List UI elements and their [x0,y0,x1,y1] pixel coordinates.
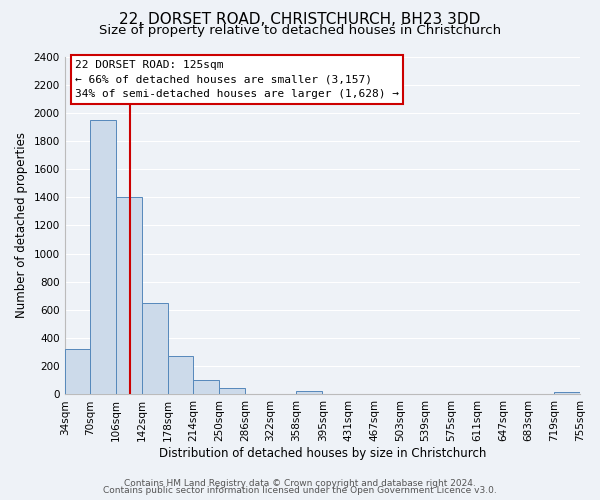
Text: 22, DORSET ROAD, CHRISTCHURCH, BH23 3DD: 22, DORSET ROAD, CHRISTCHURCH, BH23 3DD [119,12,481,28]
Bar [219,388,245,394]
Bar [142,303,167,394]
Text: Contains public sector information licensed under the Open Government Licence v3: Contains public sector information licen… [103,486,497,495]
Bar [167,356,193,395]
Text: Size of property relative to detached houses in Christchurch: Size of property relative to detached ho… [99,24,501,37]
Text: Contains HM Land Registry data © Crown copyright and database right 2024.: Contains HM Land Registry data © Crown c… [124,478,476,488]
Bar [193,380,219,394]
Bar [296,390,322,394]
Y-axis label: Number of detached properties: Number of detached properties [15,132,28,318]
Text: 22 DORSET ROAD: 125sqm
← 66% of detached houses are smaller (3,157)
34% of semi-: 22 DORSET ROAD: 125sqm ← 66% of detached… [75,60,399,100]
Bar [116,198,142,394]
Bar [554,392,580,394]
Bar [65,348,91,395]
X-axis label: Distribution of detached houses by size in Christchurch: Distribution of detached houses by size … [158,447,486,460]
Bar [91,120,116,394]
